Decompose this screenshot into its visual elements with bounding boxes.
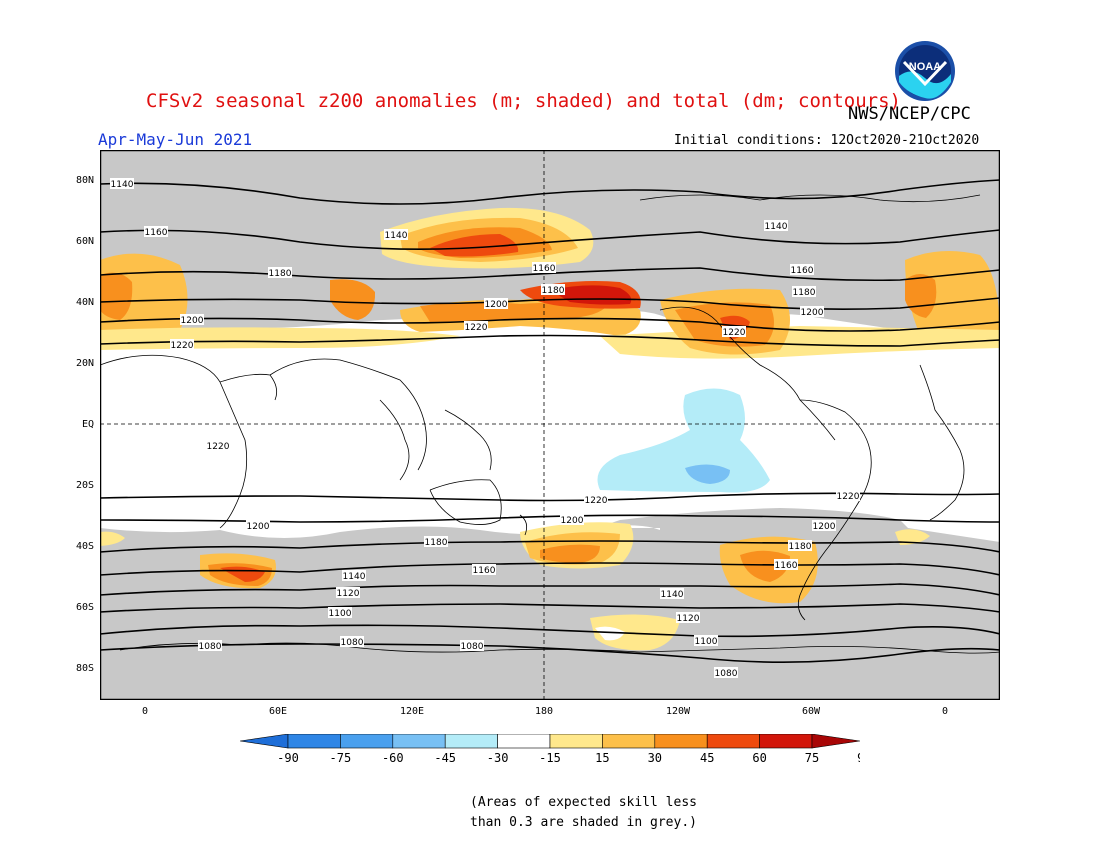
contour-label: 1140 <box>661 590 684 600</box>
contour-label: 1200 <box>485 300 508 310</box>
colorbar-label: 75 <box>805 751 819 765</box>
colorbar-label: -45 <box>434 751 456 765</box>
skill-note: (Areas of expected skill less than 0.3 a… <box>470 793 697 833</box>
contour-label: 1160 <box>791 266 814 276</box>
contour-label: 1100 <box>329 609 352 619</box>
colorbar-box <box>654 734 708 749</box>
contour-label: 1140 <box>111 180 134 190</box>
grid-lines <box>100 150 1000 700</box>
colorbar-label: -90 <box>277 751 299 765</box>
contour-label: 1120 <box>337 589 360 599</box>
noaa-logo-icon: NOAA <box>895 41 955 101</box>
contour-label: 1220 <box>723 328 746 338</box>
agency-label: NWS/NCEP/CPC <box>848 104 971 124</box>
colorbar: -90 -75 -60 -45 -30 -15 15 30 45 60 75 90 <box>240 734 860 765</box>
lon-label: 60E <box>268 706 288 717</box>
contour-label: 1180 <box>542 286 565 296</box>
colorbar-label: 15 <box>595 751 609 765</box>
contour-label: 1180 <box>269 269 292 279</box>
positive-anomalies <box>100 207 1000 651</box>
contour-label: 1220 <box>837 492 860 502</box>
contour-label: 1200 <box>561 516 584 526</box>
map-frame <box>100 150 1000 700</box>
colorbar-box <box>497 734 551 749</box>
contour-label: 1220 <box>207 442 230 452</box>
contour-label: 1200 <box>181 316 204 326</box>
lon-label: 0 <box>941 706 949 717</box>
contour-label: 1220 <box>171 341 194 351</box>
lat-label: 40S <box>75 541 94 552</box>
lon-label: 120E <box>399 706 425 717</box>
lat-label: 40N <box>75 297 94 308</box>
colorbar-label: -75 <box>330 751 352 765</box>
contour-label: 1140 <box>343 572 366 582</box>
colorbar-box <box>549 734 603 749</box>
colorbar-label: 45 <box>700 751 714 765</box>
lat-label: 20S <box>75 480 94 491</box>
negative-anomalies <box>597 388 770 493</box>
contour-label: 1160 <box>145 228 168 238</box>
contour-labels: 1140 1160 1180 1200 1220 1140 1180 1200 … <box>110 178 860 679</box>
lon-label: 60W <box>801 706 821 717</box>
colorbar-box <box>392 734 446 749</box>
contour-label: 1160 <box>533 264 556 274</box>
colorbar-box <box>706 734 760 749</box>
lat-label: EQ <box>81 419 94 430</box>
contour-label: 1160 <box>473 566 496 576</box>
contour-label: 1100 <box>695 637 718 647</box>
colorbar-label: 30 <box>648 751 662 765</box>
lat-label: 80N <box>75 175 94 186</box>
contour-label: 1140 <box>385 231 408 241</box>
colorbar-box <box>759 734 813 749</box>
note-line: (Areas of expected skill less <box>470 795 697 810</box>
contour-label: 1180 <box>789 542 812 552</box>
contour-label: 1160 <box>775 561 798 571</box>
colorbar-box <box>340 734 394 749</box>
lon-label: 0 <box>141 706 149 717</box>
chart-title: CFSv2 seasonal z200 anomalies (m; shaded… <box>146 90 901 112</box>
contour-label: 1200 <box>813 522 836 532</box>
contour-label: 1080 <box>199 642 222 652</box>
colorbar-arrow-left <box>240 734 289 749</box>
lat-label: 60S <box>75 602 94 613</box>
contour-label: 1200 <box>801 308 824 318</box>
colorbar-label: 60 <box>752 751 766 765</box>
colorbar-label: -30 <box>487 751 509 765</box>
contour-label: 1080 <box>461 642 484 652</box>
lat-label: 80S <box>75 663 94 674</box>
contour-label: 1180 <box>793 288 816 298</box>
anomaly-map: 1140 1160 1180 1200 1220 1140 1180 1200 … <box>100 150 1000 700</box>
note-line: than 0.3 are shaded in grey.) <box>470 815 697 830</box>
height-contours <box>100 179 1000 663</box>
colorbar-box <box>287 734 341 749</box>
lat-label: 20N <box>75 358 94 369</box>
contour-label: 1080 <box>341 638 364 648</box>
contour-label: 1120 <box>677 614 700 624</box>
contour-label: 1080 <box>715 669 738 679</box>
colorbar-label: 90 <box>857 751 860 765</box>
colorbar-label: -60 <box>382 751 404 765</box>
colorbar-box <box>602 734 656 749</box>
colorbar-arrow-right <box>811 734 860 749</box>
lon-label: 180 <box>534 706 554 717</box>
svg-text:NOAA: NOAA <box>909 61 941 73</box>
colorbar-box <box>444 734 498 749</box>
contour-label: 1180 <box>425 538 448 548</box>
colorbar-label: -15 <box>539 751 561 765</box>
forecast-period: Apr-May-Jun 2021 <box>98 130 253 149</box>
contour-label: 1140 <box>765 222 788 232</box>
lon-label: 120W <box>665 706 691 717</box>
contour-label: 1220 <box>585 496 608 506</box>
contour-label: 1200 <box>247 522 270 532</box>
lat-label: 60N <box>75 236 94 247</box>
initial-conditions: Initial conditions: 12Oct2020-21Oct2020 <box>674 133 980 148</box>
contour-label: 1220 <box>465 323 488 333</box>
